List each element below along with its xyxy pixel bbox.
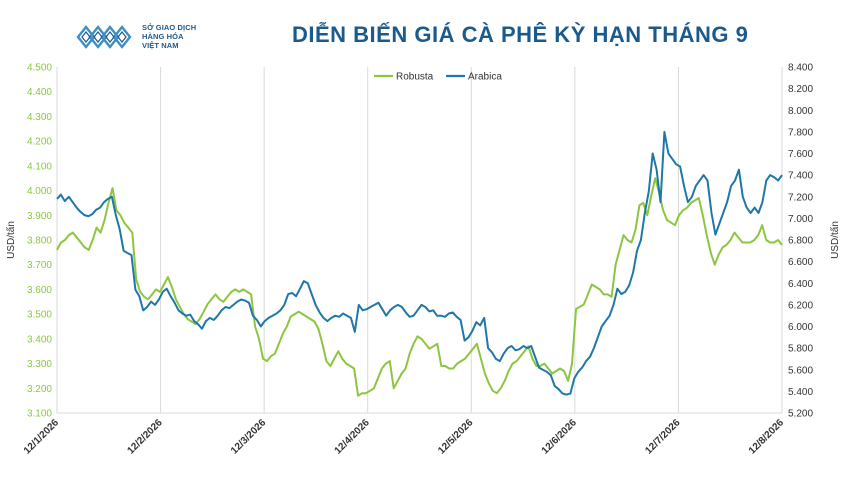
right-y-tick-label: 5.400 (788, 387, 813, 398)
x-tick-label: 12/4/2026 (333, 417, 373, 457)
x-tick-label: 12/1/2026 (22, 417, 62, 457)
left-y-tick-label: 4.500 (27, 63, 52, 74)
right-y-tick-label: 6.000 (788, 322, 813, 333)
chart-title: DIỄN BIẾN GIÁ CÀ PHÊ KỲ HẠN THÁNG 9 (292, 22, 749, 47)
left-y-tick-label: 3.100 (27, 409, 52, 420)
logo-line-1: SỞ GIAO DỊCH (142, 23, 197, 32)
left-y-tick-label: 4.200 (27, 137, 52, 148)
right-y-tick-label: 6.600 (788, 257, 813, 268)
left-y-tick-label: 4.300 (27, 112, 52, 123)
x-tick-label: 12/8/2026 (747, 417, 787, 457)
right-y-tick-label: 7.600 (788, 149, 813, 160)
right-y-tick-label: 6.400 (788, 279, 813, 290)
left-y-tick-label: 3.800 (27, 236, 52, 247)
left-y-tick-label: 4.100 (27, 161, 52, 172)
right-y-tick-label: 8.200 (788, 84, 813, 95)
left-y-tick-label: 4.000 (27, 186, 52, 197)
right-y-tick-label: 5.800 (788, 344, 813, 355)
left-y-axis-title: USD/tấn (5, 221, 17, 259)
right-y-tick-label: 8.400 (788, 63, 813, 74)
logo-line-2: HÀNG HÓA (142, 32, 184, 41)
right-y-tick-label: 5.200 (788, 409, 813, 420)
right-y-tick-label: 5.600 (788, 365, 813, 376)
left-y-tick-label: 4.400 (27, 87, 52, 98)
legend-label-arabica: Arabica (468, 72, 502, 83)
right-y-tick-label: 6.800 (788, 236, 813, 247)
x-tick-label: 12/7/2026 (643, 417, 683, 457)
right-y-tick-label: 7.200 (788, 192, 813, 203)
exchange-logo: SỞ GIAO DỊCH HÀNG HÓA VIỆT NAM (76, 20, 226, 54)
logo-text: SỞ GIAO DỊCH HÀNG HÓA VIỆT NAM (142, 23, 196, 50)
right-y-tick-label: 7.400 (788, 171, 813, 182)
x-tick-label: 12/5/2026 (436, 417, 476, 457)
x-tick-label: 12/6/2026 (540, 417, 580, 457)
right-y-tick-label: 7.800 (788, 127, 813, 138)
x-tick-label: 12/3/2026 (229, 417, 269, 457)
left-y-tick-label: 3.500 (27, 310, 52, 321)
x-tick-label: 12/2/2026 (125, 417, 165, 457)
left-y-tick-label: 3.200 (27, 384, 52, 395)
right-y-tick-label: 8.000 (788, 106, 813, 117)
left-y-tick-label: 3.400 (27, 334, 52, 345)
right-y-tick-label: 6.200 (788, 300, 813, 311)
left-y-tick-label: 3.600 (27, 285, 52, 296)
logo-mark-icon (76, 25, 132, 49)
series-line-robusta (56, 177, 783, 397)
logo-line-3: VIỆT NAM (142, 41, 179, 50)
left-y-tick-label: 3.700 (27, 260, 52, 271)
left-y-tick-label: 3.900 (27, 211, 52, 222)
left-y-tick-label: 3.300 (27, 359, 52, 370)
right-y-tick-label: 7.000 (788, 214, 813, 225)
legend-label-robusta: Robusta (396, 72, 434, 83)
series-line-arabica (56, 130, 783, 396)
right-y-axis-title: USD/tấn (829, 221, 841, 259)
